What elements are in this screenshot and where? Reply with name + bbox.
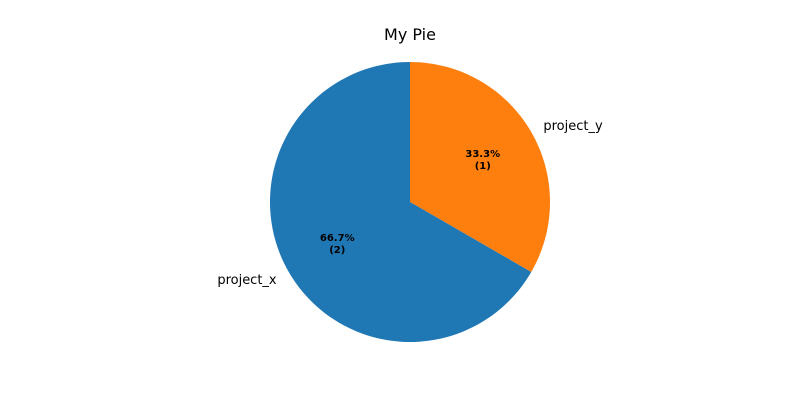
slice-percent-project-y: 33.3% [465,149,500,160]
chart-title: My Pie [384,25,436,44]
slice-label-project-x: project_x [217,273,277,288]
pie-labels: project_y 33.3%(1) project_x 66.7%(2) [217,119,603,288]
slice-percent-project-x: 66.7% [320,233,355,244]
slice-count-project-x: (2) [329,245,345,256]
pie-slice-project-y [410,62,550,272]
pie-slice-project-x [270,62,532,342]
slice-count-project-y: (1) [475,161,491,172]
pie-slices [270,62,550,342]
slice-label-project-y: project_y [543,119,603,134]
